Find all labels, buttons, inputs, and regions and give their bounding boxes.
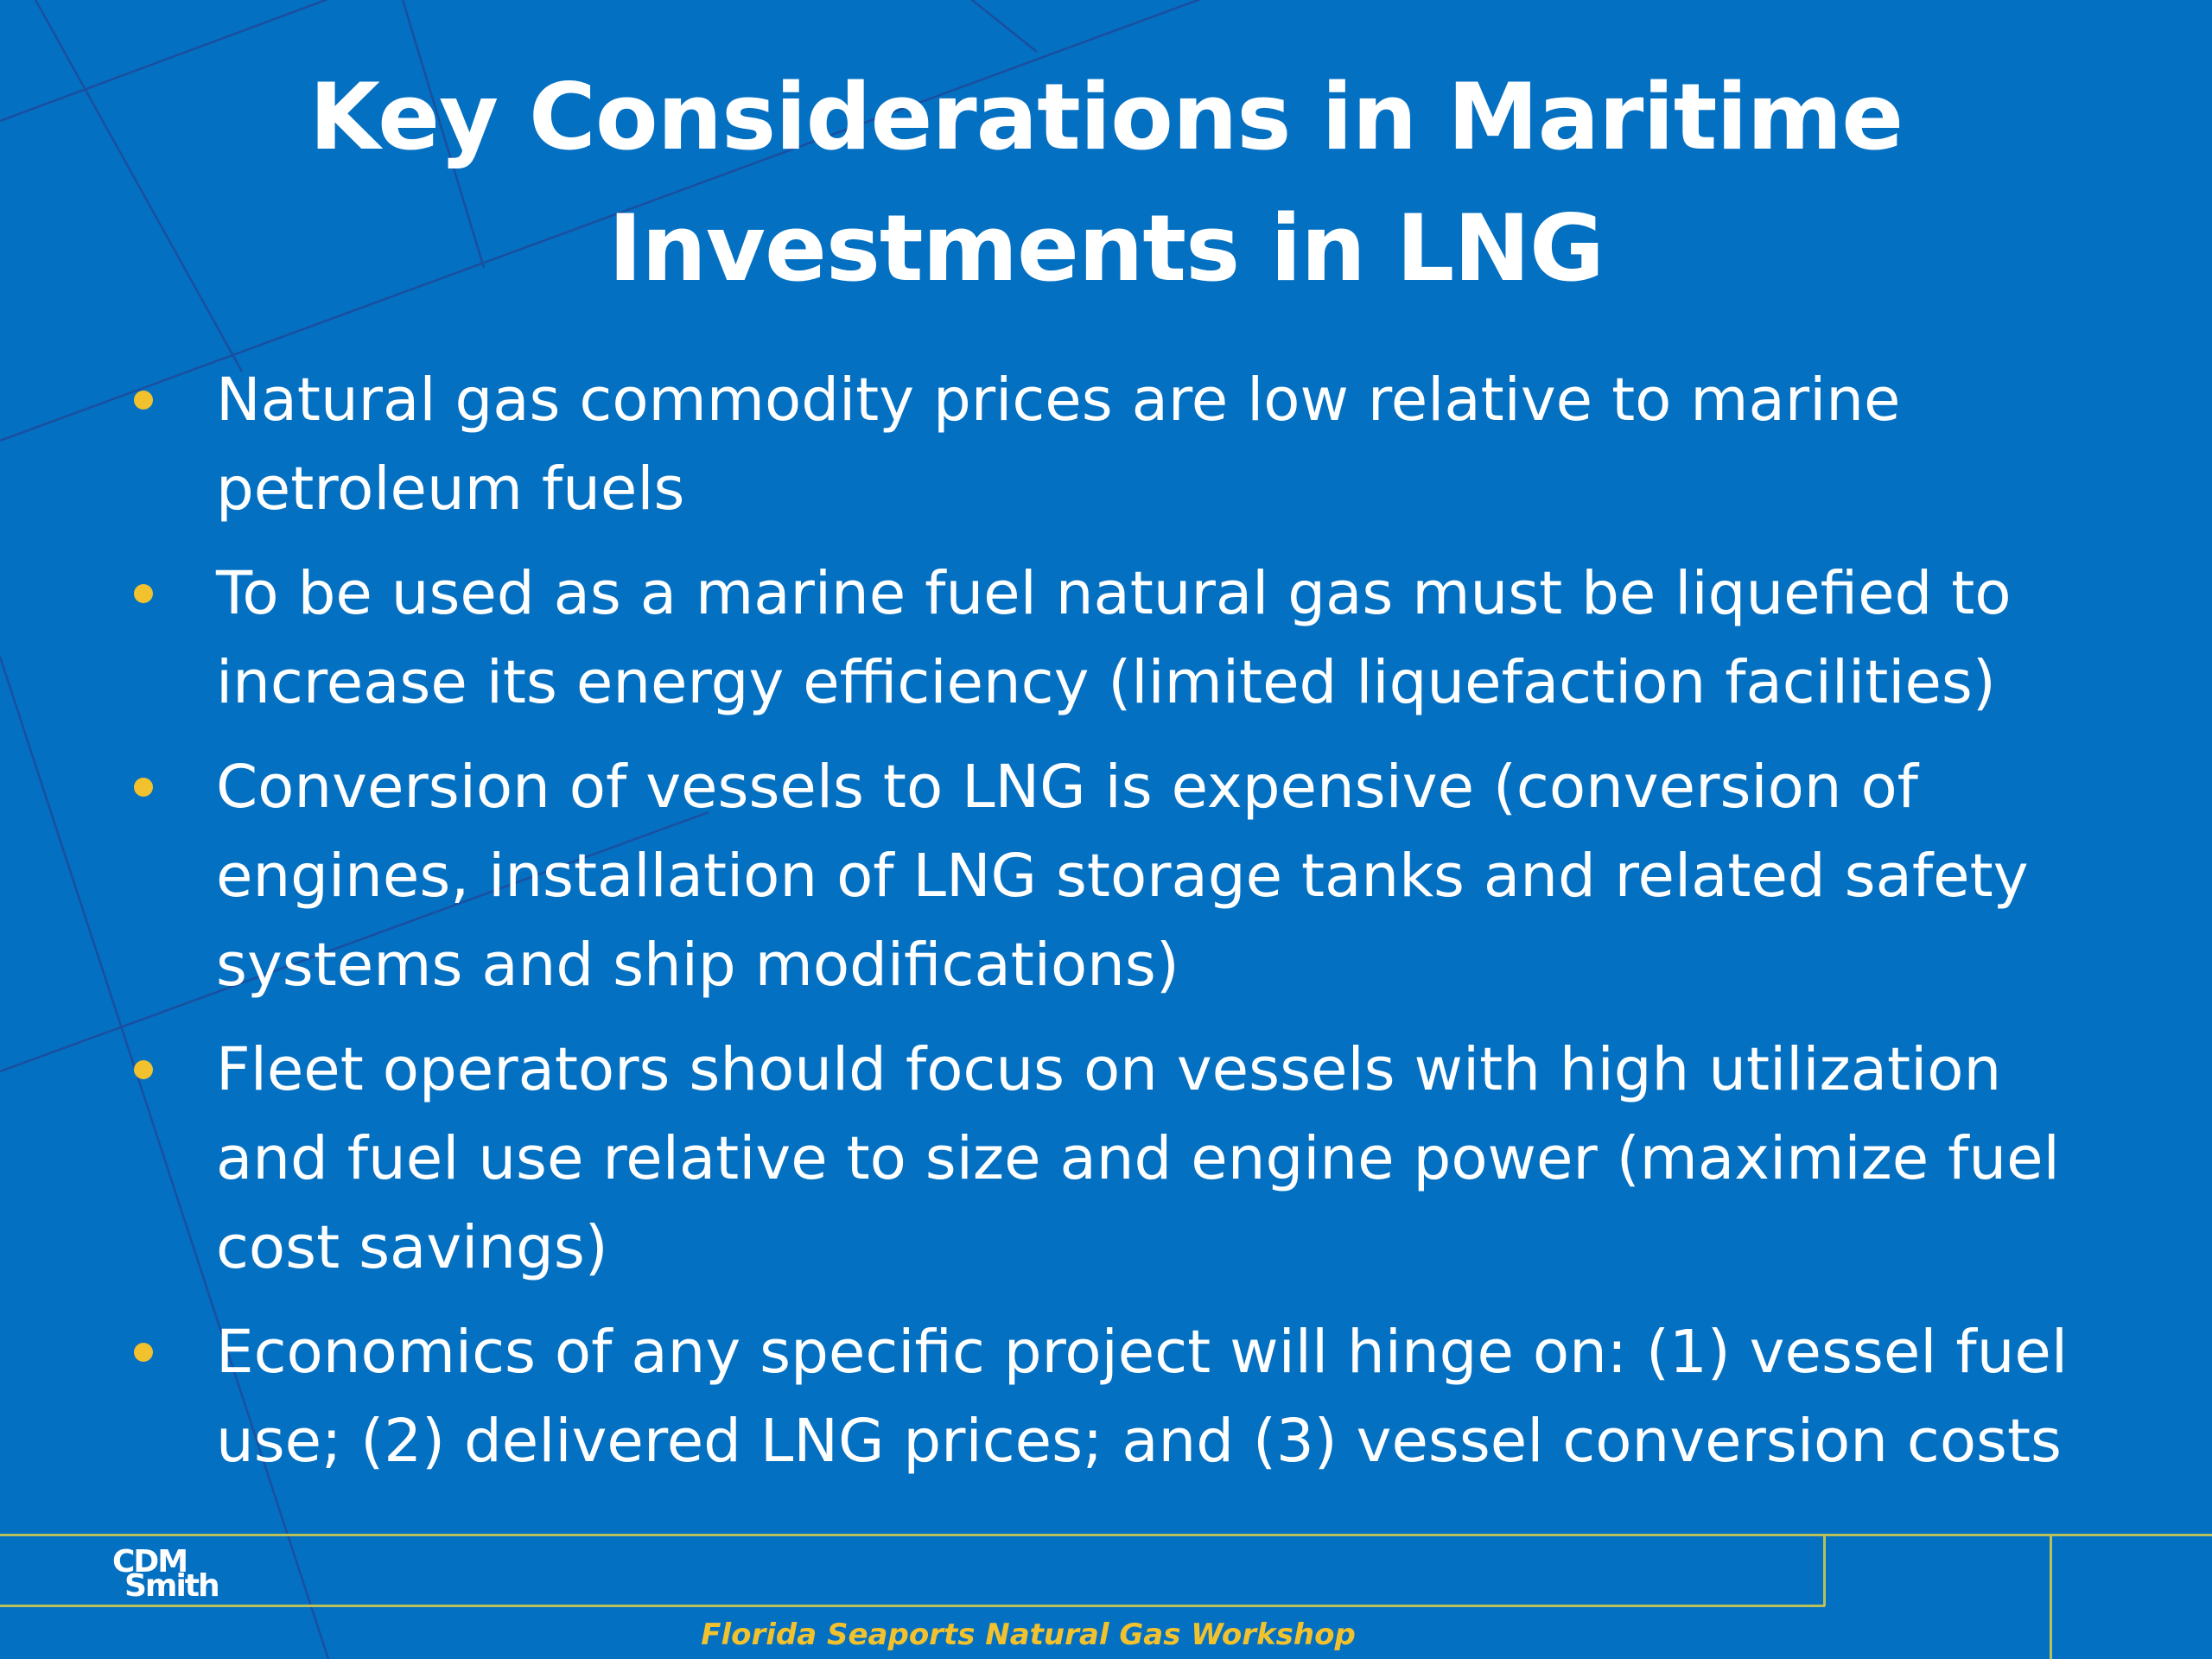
slide-title-line-2: Investments in LNG [607, 195, 1605, 302]
footer-bottom-rule [0, 1605, 1825, 1607]
logo-text-cdm: CDM [112, 1544, 188, 1580]
footer-top-rule [0, 1534, 2212, 1536]
slide-title: Key Considerations in Maritime Investmen… [259, 52, 1953, 315]
cdm-smith-logo: CDM Smith [111, 1547, 240, 1607]
bullet-dot-icon [134, 1060, 153, 1079]
bullet-item: Natural gas commodity prices are low rel… [0, 356, 2212, 534]
bullet-text: Conversion of vessels to LNG is expensiv… [216, 753, 2029, 1000]
bullet-dot-icon [134, 584, 153, 603]
footer-divider-left [1823, 1534, 1826, 1606]
bullet-text: Economics of any specific project will h… [216, 1318, 2069, 1476]
bullet-dot-icon [134, 1343, 153, 1362]
logo-text-smith: Smith [124, 1568, 220, 1604]
bullet-text: Natural gas commodity prices are low rel… [216, 365, 1901, 524]
bullet-item: Fleet operators should focus on vessels … [0, 1026, 2212, 1293]
bullet-item: Conversion of vessels to LNG is expensiv… [0, 743, 2212, 1010]
bullet-item: Economics of any specific project will h… [0, 1308, 2212, 1486]
slide-title-line-1: Key Considerations in Maritime [308, 64, 1904, 170]
bullet-text: To be used as a marine fuel natural gas … [216, 559, 2012, 717]
bullet-list: Natural gas commodity prices are low rel… [0, 356, 2212, 1502]
footer-divider-right [2050, 1534, 2052, 1659]
bullet-text: Fleet operators should focus on vessels … [216, 1035, 2060, 1282]
bullet-dot-icon [134, 391, 153, 410]
bullet-item: To be used as a marine fuel natural gas … [0, 550, 2212, 728]
bullet-dot-icon [134, 778, 153, 797]
footer-event-name: Florida Seaports Natural Gas Workshop [701, 1618, 1356, 1652]
